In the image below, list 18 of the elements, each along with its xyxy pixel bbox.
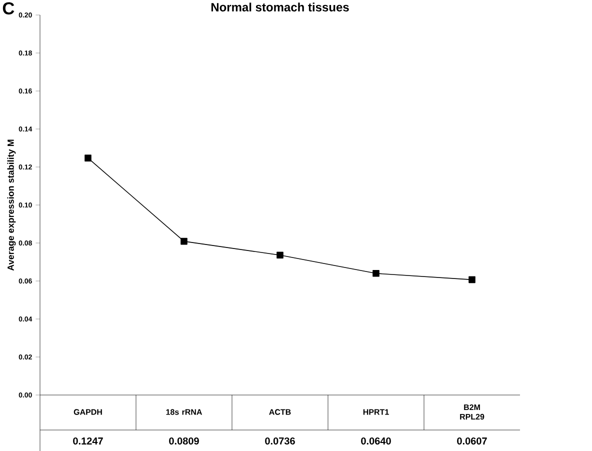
point xyxy=(276,252,284,259)
data-label: 0.0809 xyxy=(169,437,199,445)
point xyxy=(372,270,380,277)
data-label: 0.0736 xyxy=(265,437,295,445)
data-label: 0.1247 xyxy=(73,437,103,445)
data-label: 0.0607 xyxy=(457,437,487,445)
x-tick-label: 18s rRNA xyxy=(166,409,202,415)
chart-title: Normal stomach tissues xyxy=(211,2,349,12)
x-tick-label: B2M RPL29 xyxy=(460,404,484,420)
x-tick-label: HPRT1 xyxy=(363,409,389,415)
point xyxy=(84,154,92,162)
point xyxy=(180,238,188,245)
text: C xyxy=(2,2,14,14)
point xyxy=(468,276,476,284)
x-tick-label: GAPDH xyxy=(74,409,102,415)
x-tick-label: ACTB xyxy=(269,409,291,415)
data-label: 0.0640 xyxy=(361,437,391,445)
y-axis-title: Average expression stability M xyxy=(7,140,16,271)
